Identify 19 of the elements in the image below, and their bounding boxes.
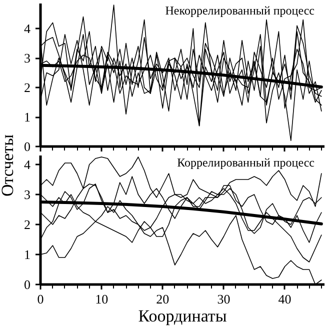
y-tick-label: 3 — [24, 50, 30, 66]
chart-title: Коррелированный процесс — [177, 156, 315, 170]
y-tick-label: 0 — [24, 139, 30, 154]
y-tick-label: 2 — [24, 80, 30, 96]
x-tick-label: 10 — [95, 292, 108, 306]
x-tick-label: 20 — [156, 292, 170, 306]
y-tick-label: 1 — [24, 247, 30, 262]
x-tick-label: 30 — [217, 292, 230, 306]
y-tick-label: 2 — [24, 217, 30, 232]
y-tick-label: 1 — [24, 110, 30, 125]
chart-title: Некоррелированный процесс — [165, 4, 314, 18]
y-tick-label: 4 — [24, 21, 31, 36]
y-tick-label: 4 — [24, 157, 31, 172]
y-tick-label: 0 — [24, 277, 30, 292]
x-tick-label: 40 — [278, 292, 292, 306]
x-axis-title: Координаты — [138, 306, 228, 326]
x-tick-label: 0 — [37, 292, 44, 306]
y-tick-label: 3 — [24, 187, 30, 202]
y-axis-title: Отсчеты — [0, 134, 17, 197]
